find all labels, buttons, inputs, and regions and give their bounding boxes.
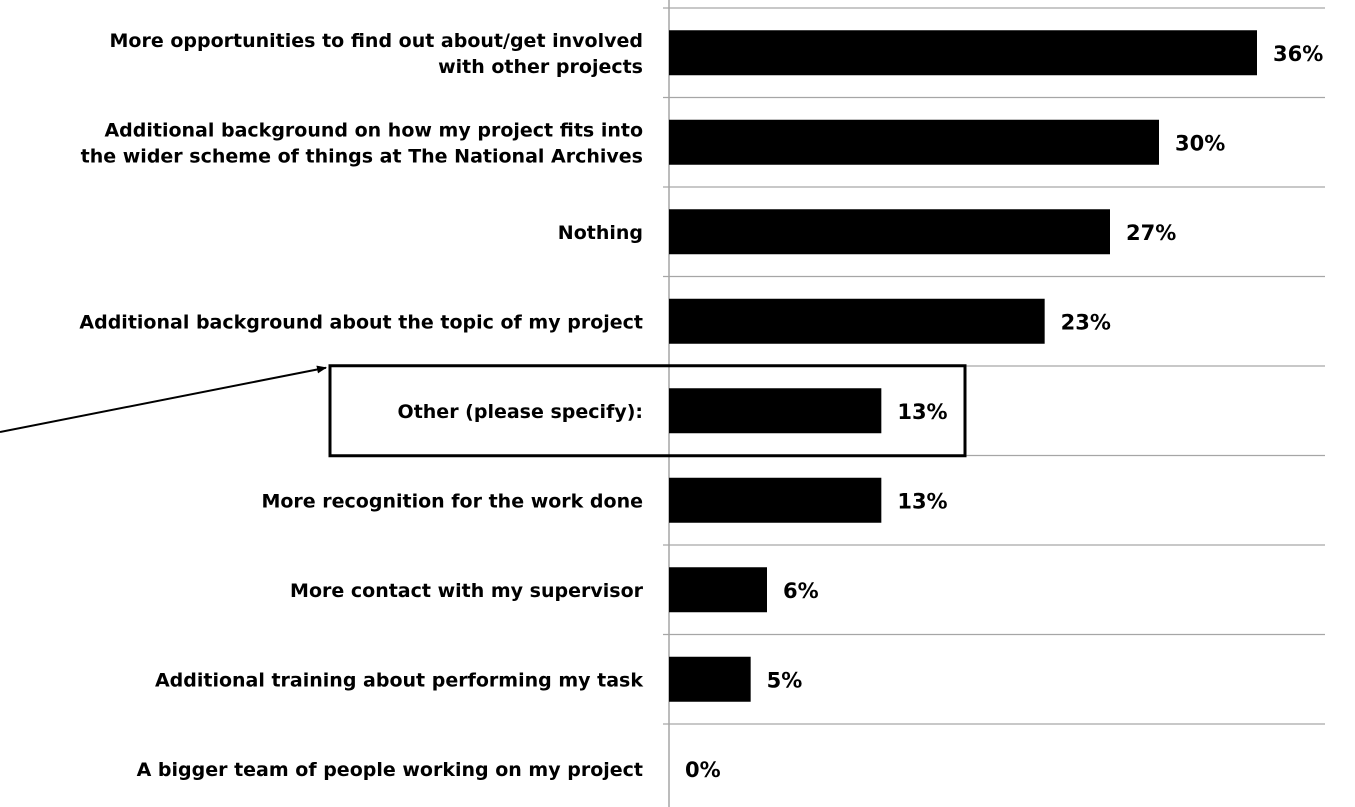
bar	[669, 30, 1257, 76]
bar	[669, 477, 882, 523]
value-labels: 36% 30% 27% 23% 13% 13% 6% 5% 0%	[685, 42, 1323, 782]
category-label-line: Additional training about performing my …	[155, 669, 643, 691]
highlight-box	[328, 364, 967, 458]
bars	[669, 30, 1257, 702]
value-label: 23%	[1061, 310, 1111, 334]
bar	[669, 209, 1110, 255]
highlight-arrow	[0, 365, 327, 433]
value-label: 13%	[897, 489, 947, 513]
category-label-line: Additional background on how my project …	[104, 119, 643, 141]
category-label-line: Other (please specify):	[398, 401, 643, 423]
value-label: 5%	[767, 668, 803, 692]
value-label: 13%	[897, 400, 947, 424]
category-label-line: More opportunities to find out about/get…	[110, 30, 643, 52]
value-label: 36%	[1273, 42, 1323, 66]
highlight-annotation	[0, 364, 967, 458]
category-label: More contact with my supervisor	[290, 580, 644, 602]
category-label-line: A bigger team of people working on my pr…	[137, 759, 643, 781]
bar	[669, 119, 1159, 165]
value-label: 27%	[1126, 221, 1176, 245]
category-label: Other (please specify):	[398, 401, 643, 423]
bar	[669, 567, 767, 613]
category-labels: More opportunities to find out about/get…	[79, 30, 643, 781]
category-label: Additional training about performing my …	[155, 669, 643, 691]
category-label-line: More contact with my supervisor	[290, 580, 644, 602]
category-label-line: Additional background about the topic of…	[79, 311, 643, 333]
category-label-line: More recognition for the work done	[261, 490, 643, 512]
category-label-line: Nothing	[558, 222, 643, 244]
value-label: 30%	[1175, 131, 1225, 155]
value-label: 6%	[783, 579, 819, 603]
bar	[669, 298, 1045, 344]
bar	[669, 388, 882, 434]
category-label: More recognition for the work done	[261, 490, 643, 512]
category-label: More opportunities to find out about/get…	[110, 30, 643, 78]
category-label: Additional background on how my project …	[81, 119, 643, 167]
category-label: Nothing	[558, 222, 643, 244]
value-label: 0%	[685, 758, 721, 782]
bar	[669, 656, 751, 702]
category-label: A bigger team of people working on my pr…	[137, 759, 643, 781]
category-label: Additional background about the topic of…	[79, 311, 643, 333]
category-label-line: with other projects	[438, 56, 643, 78]
category-label-line: the wider scheme of things at The Nation…	[81, 145, 643, 167]
